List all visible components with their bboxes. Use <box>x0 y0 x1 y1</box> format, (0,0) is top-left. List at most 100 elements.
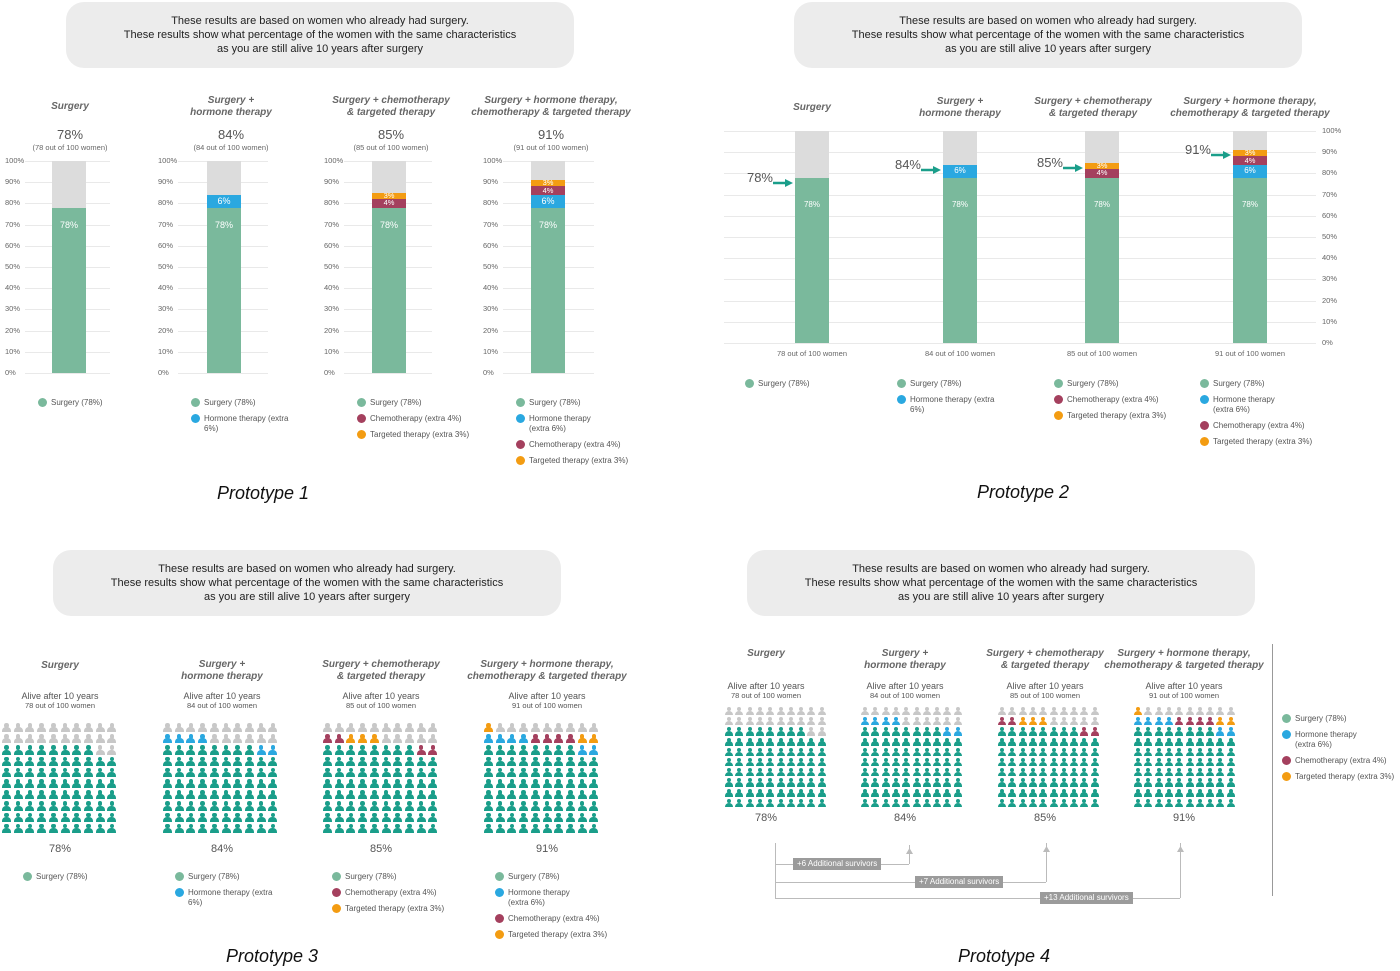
person-icon-surgery <box>25 790 35 800</box>
y-tick-label: 10% <box>5 346 21 356</box>
person-icon-surgery <box>209 823 219 834</box>
gridline <box>724 173 1316 175</box>
person-icon-surgery <box>725 737 733 747</box>
person-icon-surgery <box>198 745 208 755</box>
legend-label: Surgery (78%) <box>1067 379 1119 388</box>
person-icon-chemo <box>323 734 332 744</box>
person-icon-surgery <box>186 779 196 789</box>
person-icon-targeted <box>1226 717 1235 726</box>
person-icon-surgery <box>1164 758 1173 767</box>
title-line: Surgery <box>793 102 831 113</box>
person-icon-surgery <box>735 747 744 757</box>
person-icon-surgery <box>1018 727 1027 736</box>
total-percentage: 91% <box>535 843 559 855</box>
person-icon-remaining <box>542 723 552 733</box>
person-icon-remaining <box>577 723 587 733</box>
person-icon-surgery <box>358 823 368 834</box>
person-icon-remaining <box>943 707 952 716</box>
person-icon-surgery <box>554 812 564 823</box>
person-icon-remaining <box>83 734 93 744</box>
person-icon-surgery <box>1018 737 1027 747</box>
person-icon-surgery <box>404 745 414 755</box>
person-icon-surgery <box>953 737 962 747</box>
person-icon-remaining <box>83 723 93 733</box>
bar-segment-surgery <box>795 177 829 343</box>
person-icon-surgery <box>1070 788 1079 798</box>
scenario-title: Surgery + hormone therapy <box>146 95 316 119</box>
person-icon-surgery <box>233 779 243 789</box>
person-icon-surgery <box>1154 737 1163 747</box>
person-icon-surgery <box>1195 798 1204 808</box>
person-icon-surgery <box>13 790 23 800</box>
person-icon-surgery <box>766 788 775 798</box>
person-icon-surgery <box>755 768 764 777</box>
person-icon-surgery <box>725 778 733 787</box>
person-icon-surgery <box>186 812 196 823</box>
person-icon-surgery <box>1134 758 1142 767</box>
person-icon-remaining <box>48 734 58 744</box>
legend-label: Hormone therapy (extra 6%) <box>529 414 591 433</box>
person-icon-remaining <box>72 723 82 733</box>
person-icon-remaining <box>495 723 505 733</box>
person-icon-surgery <box>1226 747 1235 757</box>
person-icon-remaining <box>221 734 231 744</box>
person-icon-surgery <box>83 779 93 789</box>
person-icon-surgery <box>755 788 764 798</box>
legend-label: Hormone therapy (extra 6%) <box>1213 395 1275 414</box>
person-icon-surgery <box>881 778 890 787</box>
person-icon-surgery <box>1185 798 1194 808</box>
person-icon-surgery <box>1090 798 1099 808</box>
person-icon-hormone <box>881 717 890 726</box>
arrow-up-icon <box>906 841 913 854</box>
person-icon-surgery <box>1018 778 1027 787</box>
gridline <box>724 279 1316 281</box>
person-icon-remaining <box>233 723 243 733</box>
person-icon-surgery <box>797 737 806 747</box>
person-icon-remaining <box>48 723 58 733</box>
person-icon-surgery <box>256 779 266 789</box>
person-icon-surgery <box>25 823 35 834</box>
person-icon-surgery <box>519 790 529 800</box>
title-line: Surgery + chemotherapy <box>322 659 440 670</box>
legend-label: Surgery (78%) <box>910 379 962 388</box>
person-icon-surgery <box>1008 727 1017 736</box>
person-icon-surgery <box>1059 727 1068 736</box>
person-icon-surgery <box>174 812 184 823</box>
person-icon-surgery <box>381 823 391 834</box>
person-icon-surgery <box>1049 798 1058 808</box>
legend-label: Hormone therapy (extra 6%) <box>204 414 289 433</box>
person-icon-surgery <box>221 779 231 789</box>
person-icon-remaining <box>1080 717 1089 726</box>
person-icon-surgery <box>725 798 733 808</box>
alive-label: Alive after 10 years 91 out of 100 women <box>487 691 607 711</box>
person-icon-surgery <box>922 747 931 757</box>
person-icon-surgery <box>1154 788 1163 798</box>
scenario-title: Surgery <box>681 648 851 660</box>
y-tick-label: 60% <box>158 240 174 250</box>
legend-label: Targeted therapy (extra 3%) <box>1295 772 1395 781</box>
person-icon-surgery <box>495 767 505 778</box>
person-icon-remaining <box>416 723 426 733</box>
bar-segment-surgery <box>372 207 406 373</box>
person-icon-surgery <box>1039 747 1048 757</box>
info-line: as you are still alive 10 years after su… <box>897 591 1105 603</box>
person-icon-surgery <box>1039 798 1048 808</box>
person-icon-surgery <box>542 823 552 834</box>
person-icon-remaining <box>1059 707 1068 716</box>
person-icon-surgery <box>577 812 587 823</box>
person-icon-hormone <box>1216 727 1225 736</box>
person-icon-remaining <box>13 734 23 744</box>
person-icon-surgery <box>495 790 505 800</box>
person-icon-surgery <box>1195 758 1204 767</box>
legend-dot-surgery <box>357 398 366 407</box>
person-icon-hormone <box>861 717 869 726</box>
person-icon-surgery <box>766 798 775 808</box>
bar-segment-chemo <box>372 199 406 208</box>
legend-label: Surgery (78%) <box>1213 379 1265 388</box>
person-icon-surgery <box>37 801 47 811</box>
person-icon-surgery <box>589 812 599 823</box>
person-icon-surgery <box>891 758 900 767</box>
person-icon-hormone <box>507 734 517 744</box>
person-icon-surgery <box>1134 788 1142 798</box>
person-icon-surgery <box>507 801 517 811</box>
